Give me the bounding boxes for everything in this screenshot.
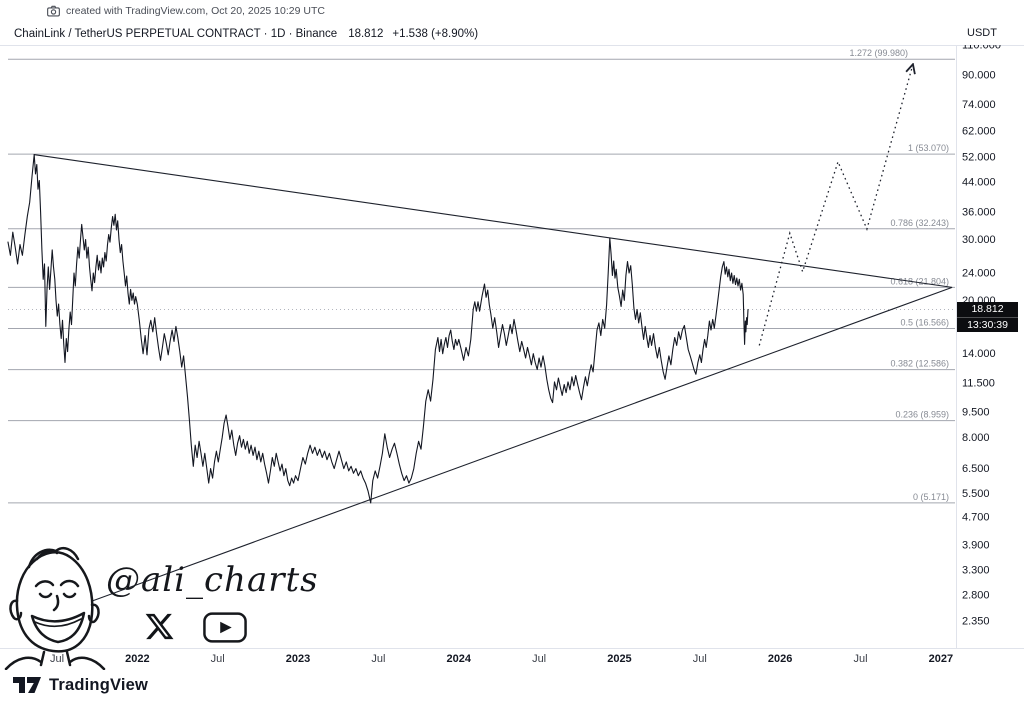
price-tick-5: 44.000	[962, 177, 996, 189]
price-tick-18: 3.300	[962, 565, 990, 577]
header-last-price: 18.812	[348, 27, 384, 40]
fib-label-0.786: 0.786 (32.243)	[890, 218, 949, 228]
price-tick-20: 2.350	[962, 616, 990, 628]
price-tick-14: 6.500	[962, 463, 990, 475]
symbol-title[interactable]: ChainLink / TetherUS PERPETUAL CONTRACT …	[14, 27, 338, 40]
upper-trendline[interactable]	[33, 154, 953, 288]
last-price-badge: 18.812 13:30:39	[957, 302, 1018, 332]
price-tick-6: 36.000	[962, 207, 996, 219]
time-tick-4: Jul	[371, 653, 385, 665]
fib-label-0.618: 0.618 (21.804)	[890, 276, 949, 286]
price-tick-15: 5.500	[962, 488, 990, 500]
price-tick-4: 52.000	[962, 152, 996, 164]
price-tick-13: 8.000	[962, 432, 990, 444]
price-chart[interactable]: 1.272 (99.980) 1 (53.070) 0.786 (32.243) 0.…	[0, 0, 1024, 670]
projection-path[interactable]	[758, 68, 912, 346]
badge-countdown: 13:30:39	[957, 317, 1018, 332]
time-tick-7: 2025	[607, 653, 631, 665]
time-tick-0: Jul	[50, 653, 64, 665]
footer: TradingView	[12, 674, 148, 696]
fib-label-0.5: 0.5 (16.566)	[900, 317, 949, 327]
price-line[interactable]	[7, 154, 749, 504]
face-sketch	[4, 547, 106, 670]
price-tick-19: 2.800	[962, 589, 990, 601]
price-tick-17: 3.900	[962, 540, 990, 552]
badge-price: 18.812	[957, 302, 1018, 317]
fib-label-0: 0 (5.171)	[913, 492, 949, 502]
time-tick-1: 2022	[125, 653, 149, 665]
time-tick-9: 2026	[768, 653, 792, 665]
time-tick-11: 2027	[929, 653, 953, 665]
time-tick-5: 2024	[447, 653, 472, 665]
price-tick-12: 9.500	[962, 406, 990, 418]
price-scale-currency[interactable]: USDT	[967, 27, 997, 39]
lower-trendline[interactable]	[24, 286, 953, 627]
fib-label-0.382: 0.382 (12.586)	[890, 359, 949, 369]
price-tick-2: 74.000	[962, 99, 996, 111]
price-tick-7: 30.000	[962, 234, 996, 246]
youtube-icon	[203, 612, 247, 643]
fib-label-1.272: 1.272 (99.980)	[849, 48, 908, 58]
time-tick-2: Jul	[211, 653, 225, 665]
tradingview-logo-icon[interactable]	[12, 674, 42, 696]
time-tick-3: 2023	[286, 653, 310, 665]
time-tick-10: Jul	[853, 653, 867, 665]
price-tick-8: 24.000	[962, 267, 996, 279]
caption-row: created with TradingView.com, Oct 20, 20…	[0, 0, 1024, 22]
price-tick-11: 11.500	[962, 378, 995, 390]
camera-icon	[47, 5, 60, 17]
price-tick-1: 90.000	[962, 70, 996, 82]
fib-label-1: 1 (53.070)	[908, 143, 949, 153]
price-tick-16: 4.700	[962, 512, 990, 524]
price-tick-10: 14.000	[962, 348, 996, 360]
time-tick-6: Jul	[532, 653, 546, 665]
header-price-change: +1.538 (+8.90%)	[392, 27, 479, 40]
tradingview-wordmark[interactable]: TradingView	[49, 675, 149, 694]
fib-label-0.236: 0.236 (8.959)	[895, 410, 949, 420]
time-tick-8: Jul	[693, 653, 707, 665]
watermark-handle: @ali_charts	[106, 560, 319, 600]
x-logo-icon	[145, 613, 174, 640]
caption-text: created with TradingView.com, Oct 20, 20…	[66, 5, 325, 17]
symbol-row: ChainLink / TetherUS PERPETUAL CONTRACT …	[0, 22, 1024, 45]
price-tick-3: 62.000	[962, 125, 996, 137]
